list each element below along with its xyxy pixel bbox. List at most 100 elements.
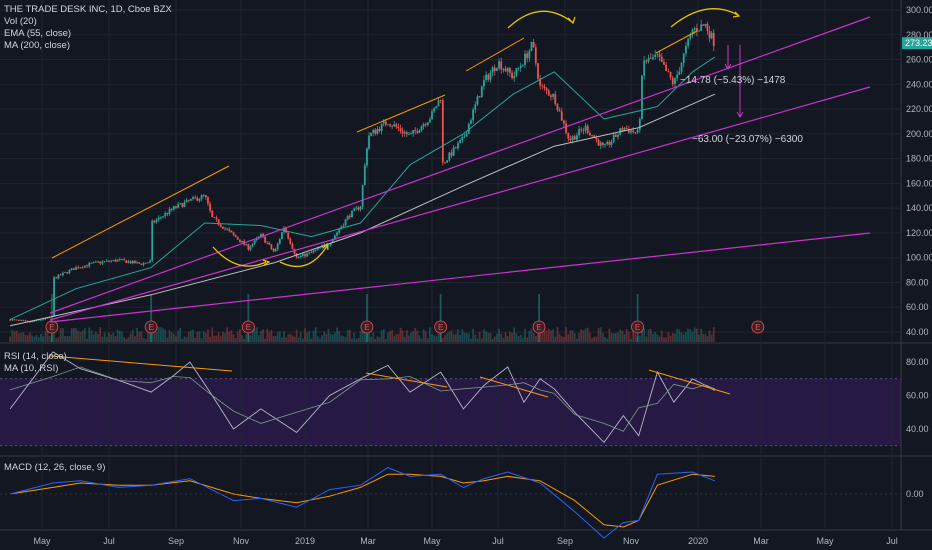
volume-bar bbox=[262, 329, 264, 342]
candle-body bbox=[168, 209, 171, 215]
time-tick-label: Jul bbox=[492, 536, 504, 546]
candle-body bbox=[706, 23, 709, 32]
volume-bar bbox=[374, 338, 377, 342]
volume-bar bbox=[665, 337, 668, 342]
volume-bar bbox=[70, 328, 73, 342]
candle-body bbox=[517, 67, 520, 69]
candle-body bbox=[181, 203, 184, 207]
candle-body bbox=[338, 229, 341, 233]
volume-spike bbox=[247, 294, 250, 342]
candle-body bbox=[437, 100, 440, 107]
volume-bar bbox=[157, 327, 160, 342]
volume-bar bbox=[376, 336, 379, 342]
candle-body bbox=[159, 217, 162, 219]
channel-upper-line bbox=[49, 16, 871, 314]
volume-bar bbox=[13, 331, 16, 342]
volume-bar bbox=[114, 336, 117, 342]
arrow-head bbox=[567, 16, 576, 25]
candle-body bbox=[110, 260, 113, 262]
volume-bar bbox=[166, 337, 169, 342]
time-tick-label: Mar bbox=[360, 536, 376, 546]
candle-body bbox=[416, 131, 419, 133]
earnings-marker bbox=[45, 320, 59, 334]
volume-bar bbox=[554, 336, 557, 342]
legend-ma200[interactable]: MA (200, close) bbox=[4, 40, 70, 51]
volume-bar bbox=[357, 337, 360, 342]
candle-body bbox=[55, 277, 58, 279]
volume-bar bbox=[207, 329, 209, 342]
candle-body bbox=[101, 261, 104, 264]
volume-bar bbox=[232, 334, 235, 342]
volume-bar bbox=[97, 333, 99, 342]
drawings: −14.78 (−5.43%) −1478 −63.00 (−23.07%) −6… bbox=[49, 8, 871, 398]
volume-bar bbox=[511, 332, 513, 342]
volume-bar bbox=[656, 334, 659, 342]
legend-macd[interactable]: MACD (12, 26, close, 9) bbox=[4, 462, 106, 473]
candle-body bbox=[504, 68, 507, 72]
volume-bar bbox=[649, 328, 652, 342]
volume-bar bbox=[435, 336, 438, 342]
candle-body bbox=[105, 260, 108, 262]
candle-body bbox=[459, 140, 462, 144]
volume-spike bbox=[439, 294, 442, 342]
candle-body bbox=[314, 249, 317, 251]
candle-body bbox=[414, 130, 417, 132]
volume-bar bbox=[228, 331, 231, 342]
volume-bar bbox=[384, 338, 387, 342]
candle-body bbox=[59, 274, 62, 276]
candle-body bbox=[310, 252, 313, 254]
candle-body bbox=[660, 56, 663, 62]
volume-bar bbox=[641, 328, 643, 342]
volume-bar bbox=[274, 335, 277, 342]
volume-bar bbox=[654, 331, 657, 342]
candle-body bbox=[467, 123, 470, 134]
resistance-trend-2 bbox=[356, 94, 446, 133]
volume-bar bbox=[293, 336, 296, 342]
volume-bar bbox=[708, 330, 711, 342]
volume-bar bbox=[393, 335, 396, 342]
volume-bar bbox=[266, 328, 269, 342]
volume-bar bbox=[316, 336, 319, 342]
candle-body bbox=[680, 62, 683, 72]
candle-body bbox=[608, 141, 611, 145]
volume-bar bbox=[24, 334, 27, 342]
legend-volume[interactable]: Vol (20) bbox=[4, 16, 37, 27]
channel-lower-line bbox=[49, 86, 871, 321]
candle-body bbox=[329, 243, 332, 246]
volume-bar bbox=[243, 338, 246, 342]
candle-body bbox=[595, 137, 598, 140]
legend-rsi[interactable]: RSI (14, close) bbox=[4, 351, 67, 362]
candle-body bbox=[576, 135, 578, 140]
candle-body bbox=[234, 234, 237, 238]
volume-bar bbox=[57, 337, 60, 342]
candle-body bbox=[671, 77, 674, 85]
legend-ema[interactable]: EMA (55, close) bbox=[4, 28, 72, 39]
volume-bar bbox=[617, 332, 619, 342]
candle-body bbox=[571, 136, 574, 141]
volume-bar bbox=[636, 336, 639, 342]
volume-bar bbox=[348, 329, 351, 342]
candle-body bbox=[508, 67, 511, 73]
volume-bar bbox=[185, 337, 188, 342]
volume-bar bbox=[48, 335, 51, 342]
volume-bar bbox=[382, 328, 385, 342]
legend-title[interactable]: THE TRADE DESK INC, 1D, Cboe BZX bbox=[4, 4, 172, 15]
legend-rsi-ma[interactable]: MA (10, RSI) bbox=[4, 363, 59, 374]
candle-body bbox=[31, 321, 34, 323]
candle-body bbox=[569, 138, 572, 141]
price-tick-label: 180.00 bbox=[906, 154, 932, 164]
candle-body bbox=[663, 61, 665, 65]
candle-body bbox=[70, 268, 73, 270]
candle-body bbox=[368, 135, 370, 149]
volume-bar bbox=[545, 330, 548, 342]
candle-body bbox=[678, 71, 681, 75]
candle-body bbox=[185, 199, 188, 203]
volume-bar bbox=[567, 333, 570, 342]
volume-bar bbox=[389, 331, 391, 342]
volume-bar bbox=[325, 333, 328, 342]
volume-bar bbox=[667, 331, 670, 342]
volume-bar bbox=[550, 330, 552, 342]
volume-bar bbox=[663, 337, 665, 342]
candle-body bbox=[545, 87, 548, 91]
volume-bar bbox=[472, 328, 475, 342]
